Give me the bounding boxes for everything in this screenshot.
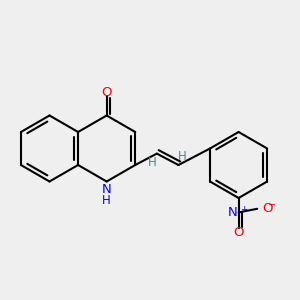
Text: N: N (228, 206, 238, 219)
Text: O: O (233, 226, 244, 239)
Text: +: + (240, 206, 247, 214)
Text: H: H (178, 149, 186, 163)
Text: O: O (101, 85, 112, 99)
Text: N: N (102, 183, 112, 196)
Text: −: − (268, 200, 276, 210)
Text: H: H (102, 194, 111, 206)
Text: O: O (262, 202, 272, 215)
Text: H: H (148, 156, 157, 169)
